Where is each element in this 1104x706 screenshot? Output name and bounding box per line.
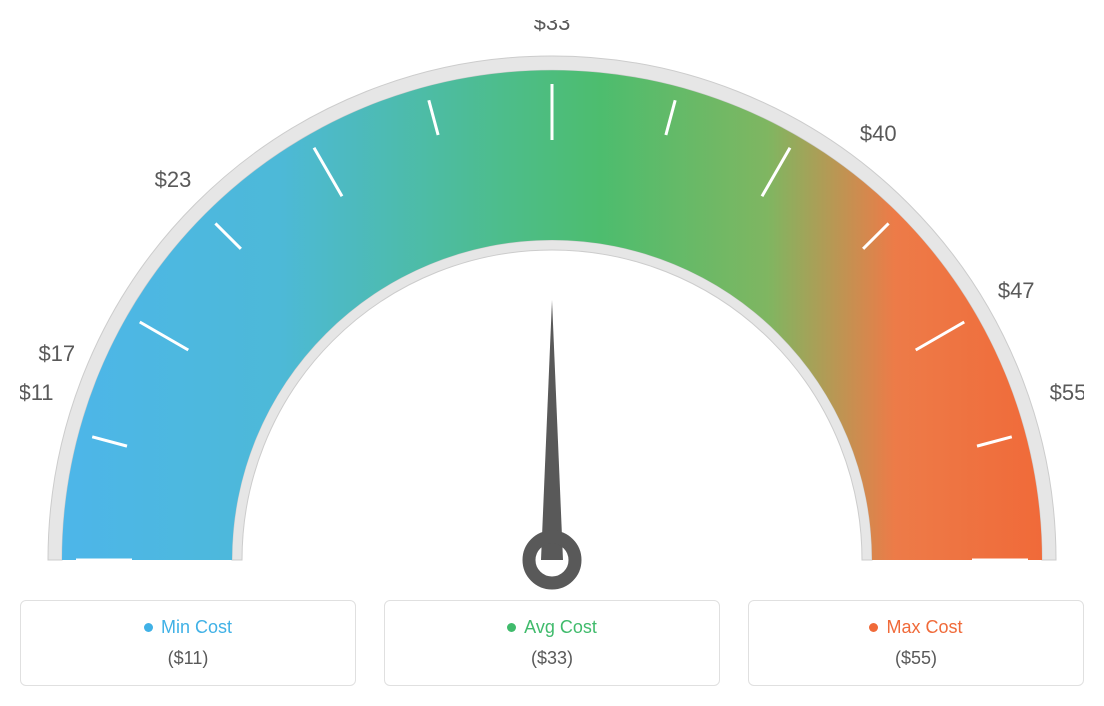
gauge-svg: $11 $17 $23 $33 $40 $47 $55 [20,20,1084,590]
legend-text-avg: Avg Cost [524,617,597,638]
legend-label-max: Max Cost [769,617,1063,638]
svg-text:$23: $23 [155,167,192,192]
svg-text:$11: $11 [20,380,54,405]
legend-card-avg: Avg Cost ($33) [384,600,720,686]
dot-avg [507,623,516,632]
legend-text-min: Min Cost [161,617,232,638]
svg-text:$17: $17 [38,341,75,366]
legend-card-max: Max Cost ($55) [748,600,1084,686]
legend-card-min: Min Cost ($11) [20,600,356,686]
gauge-wrapper: $11 $17 $23 $33 $40 $47 $55 [20,20,1084,590]
svg-text:$33: $33 [534,20,571,35]
svg-text:$40: $40 [860,121,897,146]
svg-text:$47: $47 [998,278,1035,303]
legend-value-min: ($11) [41,648,335,669]
legend-row: Min Cost ($11) Avg Cost ($33) Max Cost (… [20,600,1084,686]
legend-label-min: Min Cost [41,617,335,638]
legend-text-max: Max Cost [886,617,962,638]
dot-max [869,623,878,632]
legend-value-max: ($55) [769,648,1063,669]
svg-text:$55: $55 [1050,380,1084,405]
gauge-chart-container: $11 $17 $23 $33 $40 $47 $55 Min Cost ($11) Avg… [20,20,1084,686]
legend-label-avg: Avg Cost [405,617,699,638]
legend-value-avg: ($33) [405,648,699,669]
dot-min [144,623,153,632]
